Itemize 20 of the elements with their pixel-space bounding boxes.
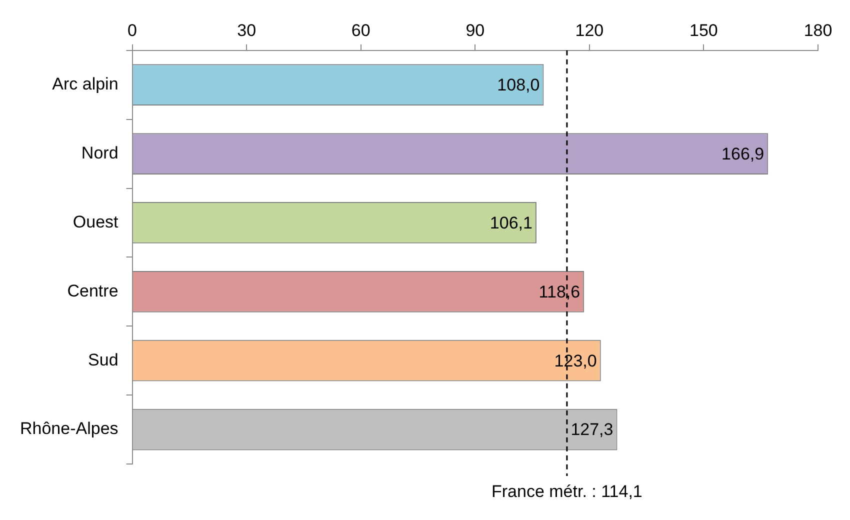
data-label: 118,6 bbox=[538, 282, 580, 302]
data-label: 106,1 bbox=[490, 213, 532, 232]
x-tick-label: 30 bbox=[237, 20, 256, 40]
data-label: 166,9 bbox=[722, 144, 764, 164]
x-tick-label: 180 bbox=[804, 20, 832, 40]
y-tick-label: Centre bbox=[67, 281, 118, 300]
x-tick-label: 150 bbox=[690, 20, 718, 40]
data-label: 127,3 bbox=[570, 420, 614, 440]
x-tick-label: 90 bbox=[466, 20, 485, 40]
data-label: 123,0 bbox=[554, 351, 597, 370]
y-tick-label: Rhône-Alpes bbox=[20, 419, 118, 438]
y-tick-label: Arc alpin bbox=[52, 74, 118, 94]
y-tick-label: Sud bbox=[88, 350, 118, 370]
x-tick-label: 60 bbox=[351, 20, 370, 40]
x-tick-label: 120 bbox=[575, 20, 604, 40]
ref-line-label: France métr. : 114,1 bbox=[492, 482, 642, 502]
y-tick-label: Nord bbox=[81, 143, 118, 162]
y-tick-label: Ouest bbox=[72, 212, 119, 232]
x-tick-label: 0 bbox=[128, 20, 138, 40]
data-label: 108,0 bbox=[497, 76, 540, 95]
